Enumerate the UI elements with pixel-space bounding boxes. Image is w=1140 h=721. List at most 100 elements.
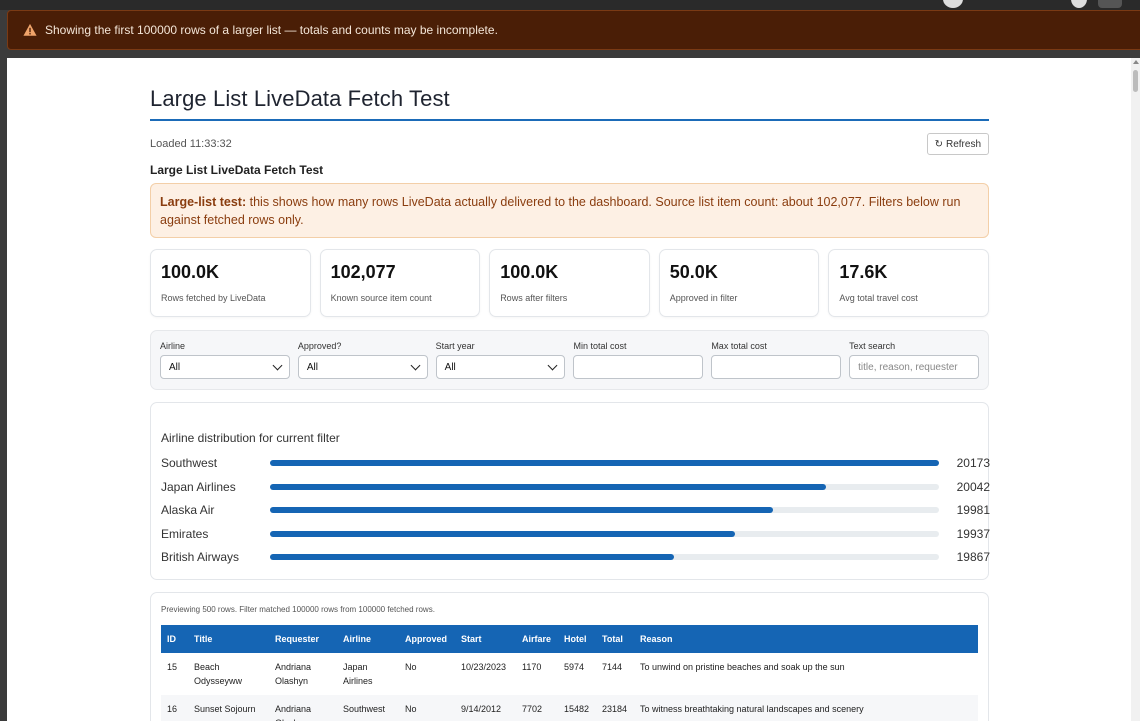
bar-value-label: 20042 bbox=[956, 479, 990, 494]
cell-title: Sunset Sojourn bbox=[194, 704, 256, 714]
chevron-down-icon bbox=[272, 360, 283, 370]
col-requester[interactable]: Requester bbox=[275, 634, 320, 644]
max-cost-filter: Max total cost bbox=[711, 341, 842, 379]
start-year-select-value: All bbox=[444, 361, 456, 373]
cell-approved: No bbox=[405, 704, 417, 714]
warning-text: Showing the first 100000 rows of a large… bbox=[45, 23, 498, 37]
bar-row: Southwest 20173 bbox=[161, 455, 990, 471]
bar-label: Emirates bbox=[161, 526, 209, 541]
bar bbox=[270, 507, 773, 514]
airline-select[interactable]: All bbox=[160, 355, 290, 379]
col-start[interactable]: Start bbox=[461, 634, 482, 644]
cell-reason: To witness breathtaking natural landscap… bbox=[640, 704, 864, 714]
profile-avatar-icon[interactable] bbox=[943, 0, 963, 8]
cell-airfare: 7702 bbox=[522, 704, 543, 714]
bar bbox=[270, 483, 826, 490]
col-hotel[interactable]: Hotel bbox=[564, 634, 587, 644]
cell-hotel: 5974 bbox=[564, 662, 585, 672]
col-reason[interactable]: Reason bbox=[640, 634, 673, 644]
browser-extension-icon[interactable] bbox=[1071, 0, 1087, 8]
page-title: Large List LiveData Fetch Test bbox=[150, 86, 450, 111]
bar-track bbox=[270, 554, 939, 561]
browser-top-strip bbox=[0, 0, 1140, 10]
chevron-down-icon bbox=[410, 360, 421, 370]
section-subtitle: Large List LiveData Fetch Test bbox=[150, 163, 324, 177]
bar bbox=[270, 460, 939, 466]
chart-title: Airline distribution for current filter bbox=[161, 431, 340, 445]
bar-track bbox=[270, 483, 939, 490]
browser-menu-icon[interactable] bbox=[1098, 0, 1122, 8]
stat-value: 100.0K bbox=[500, 262, 559, 282]
bar-track bbox=[270, 530, 939, 537]
table-header-row: ID Title Requester Airline Approved Star… bbox=[161, 625, 978, 653]
text-search-filter: Text search title, reason, requester bbox=[849, 341, 979, 379]
scrollbar-thumb[interactable] bbox=[1133, 70, 1138, 92]
col-approved[interactable]: Approved bbox=[405, 634, 448, 644]
refresh-button[interactable]: ↻ Refresh bbox=[926, 133, 989, 155]
text-search-input[interactable]: title, reason, requester bbox=[849, 355, 979, 379]
filter-bar: Airline All Approved? All Start year All bbox=[150, 330, 989, 390]
approved-select-value: All bbox=[306, 361, 318, 373]
bar bbox=[270, 554, 675, 561]
stat-value: 102,077 bbox=[330, 262, 396, 282]
bar-label: Southwest bbox=[161, 456, 218, 470]
start-year-select[interactable]: All bbox=[435, 355, 566, 379]
start-year-filter-label: Start year bbox=[435, 341, 475, 351]
col-id[interactable]: ID bbox=[167, 634, 176, 644]
stat-value: 50.0K bbox=[669, 262, 718, 282]
stat-label: Rows fetched by LiveData bbox=[161, 293, 266, 303]
col-airline[interactable]: Airline bbox=[343, 634, 372, 644]
cell-total: 7144 bbox=[602, 662, 623, 672]
stat-value: 17.6K bbox=[839, 262, 888, 282]
table-row[interactable]: 15 Beach Odysseyww Andriana Olashyn Japa… bbox=[161, 653, 978, 695]
airline-distribution-chart: Airline distribution for current filter … bbox=[150, 402, 990, 580]
bar-row: British Airways 19867 bbox=[161, 549, 990, 565]
cell-title: Beach Odysseyww bbox=[194, 662, 243, 686]
trips-table: ID Title Requester Airline Approved Star… bbox=[161, 625, 978, 721]
warning-icon bbox=[23, 23, 37, 36]
bar-value-label: 20173 bbox=[956, 456, 990, 470]
approved-select[interactable]: All bbox=[297, 355, 428, 379]
page-scrollbar[interactable] bbox=[1131, 58, 1140, 721]
cell-total: 23184 bbox=[602, 704, 628, 714]
col-airfare[interactable]: Airfare bbox=[522, 634, 552, 644]
airline-filter-label: Airline bbox=[160, 341, 186, 351]
bar-label: British Airways bbox=[161, 550, 240, 565]
min-cost-input[interactable] bbox=[573, 355, 704, 379]
alert-text: this shows how many rows LiveData actual… bbox=[160, 195, 961, 227]
bar-row: Japan Airlines 20042 bbox=[161, 479, 990, 495]
stat-card-rows-after-filters: 100.0K Rows after filters bbox=[489, 249, 650, 317]
stat-card-approved: 50.0K Approved in filter bbox=[658, 249, 820, 317]
stat-label: Known source item count bbox=[330, 293, 432, 303]
stat-card-source-count: 102,077 Known source item count bbox=[319, 249, 481, 317]
bar-value-label: 19867 bbox=[956, 550, 990, 565]
cell-reason: To unwind on pristine beaches and soak u… bbox=[640, 662, 845, 672]
row-limit-warning-banner: Showing the first 100000 rows of a large… bbox=[7, 10, 1140, 50]
refresh-icon: ↻ bbox=[934, 138, 943, 150]
stat-label: Avg total travel cost bbox=[839, 293, 918, 303]
cell-requester: Andriana Olashyn bbox=[275, 704, 312, 721]
max-cost-input[interactable] bbox=[711, 355, 842, 379]
airline-filter: Airline All bbox=[160, 341, 290, 379]
stat-label: Approved in filter bbox=[669, 293, 738, 303]
col-title[interactable]: Title bbox=[194, 634, 213, 644]
refresh-label: Refresh bbox=[945, 138, 981, 150]
cell-id: 16 bbox=[167, 704, 178, 714]
scroll-up-icon[interactable] bbox=[1133, 60, 1139, 64]
stat-value: 100.0K bbox=[161, 262, 220, 282]
max-cost-label: Max total cost bbox=[711, 341, 767, 351]
bar-track bbox=[270, 507, 939, 514]
preview-summary: Previewing 500 rows. Filter matched 1000… bbox=[161, 605, 435, 614]
large-list-alert: Large-list test: this shows how many row… bbox=[150, 183, 989, 238]
min-cost-filter: Min total cost bbox=[573, 341, 704, 379]
alert-heading: Large-list test: bbox=[160, 195, 247, 209]
airline-select-value: All bbox=[169, 361, 181, 373]
bar-label: Alaska Air bbox=[161, 503, 215, 518]
table-row[interactable]: 16 Sunset Sojourn Andriana Olashyn South… bbox=[161, 695, 978, 721]
cell-approved: No bbox=[405, 662, 417, 672]
cell-airfare: 1170 bbox=[522, 662, 542, 672]
col-total[interactable]: Total bbox=[602, 634, 623, 644]
bar-value-label: 19981 bbox=[956, 503, 990, 518]
stat-label: Rows after filters bbox=[500, 293, 568, 303]
bar-value-label: 19937 bbox=[956, 526, 990, 541]
